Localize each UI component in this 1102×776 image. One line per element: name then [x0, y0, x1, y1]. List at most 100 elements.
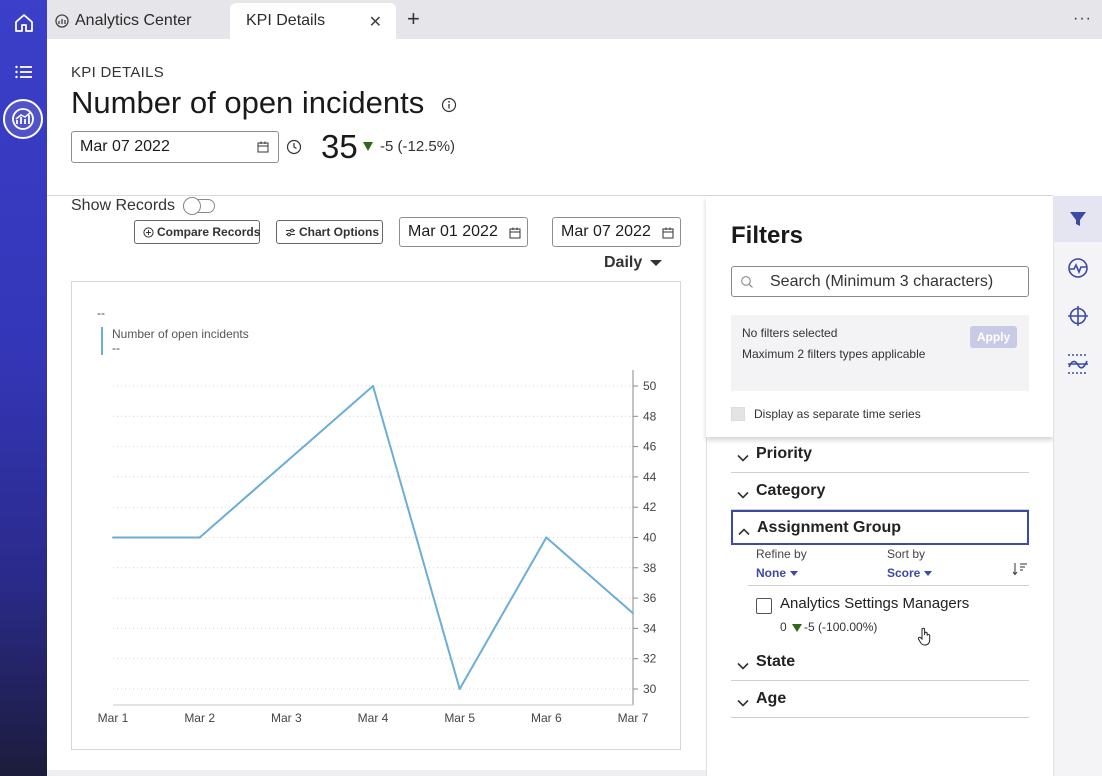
start-date-picker[interactable]: Mar 01 2022 — [399, 217, 528, 247]
filter-search[interactable] — [731, 266, 1029, 297]
calendar-icon — [257, 140, 269, 158]
start-date-value: Mar 01 2022 — [408, 223, 498, 240]
max-filters-text: Maximum 2 filters types applicable — [742, 347, 926, 361]
list-icon[interactable] — [8, 56, 39, 87]
sort-order-icon[interactable] — [1012, 562, 1028, 581]
filter-group-assignment-group[interactable]: Assignment Group — [731, 510, 1029, 545]
filter-group-state[interactable]: State — [731, 644, 1029, 681]
apply-button[interactable]: Apply — [970, 326, 1017, 348]
data-point — [285, 460, 288, 463]
home-icon[interactable] — [8, 7, 39, 38]
tab-label: Analytics Center — [75, 12, 192, 29]
legend-swatch — [101, 327, 103, 355]
clock-icon[interactable] — [286, 139, 302, 160]
search-icon — [740, 275, 754, 294]
y-tick-label: 46 — [643, 440, 657, 454]
separate-series-label: Display as separate time series — [754, 407, 921, 421]
tab-kpi-details[interactable]: KPI Details ✕ — [230, 3, 396, 39]
analytics-icon — [55, 14, 69, 28]
y-tick-label: 36 — [643, 591, 657, 605]
chart-options-button[interactable]: Chart Options — [276, 220, 383, 244]
no-filters-text: No filters selected — [742, 326, 838, 340]
page-eyebrow: KPI DETAILS — [71, 64, 165, 81]
scroll-track — [47, 770, 706, 776]
sort-by-value: Score — [887, 566, 921, 580]
filter-search-input[interactable] — [770, 272, 1020, 292]
end-date-picker[interactable]: Mar 07 2022 — [552, 217, 681, 247]
filter-icon[interactable] — [1053, 196, 1102, 242]
caret-down-icon — [924, 571, 933, 577]
caret-down-icon — [650, 259, 663, 266]
sort-by-label: Sort by — [887, 547, 926, 561]
x-tick-label: Mar 7 — [618, 711, 649, 725]
interval-dropdown[interactable]: Daily — [588, 254, 680, 282]
filter-group-label: Age — [756, 690, 787, 707]
option-delta: -5 (-100.00%) — [804, 620, 878, 634]
refine-by-dropdown[interactable]: None — [756, 566, 798, 580]
compare-records-button[interactable]: Compare Records — [134, 220, 260, 244]
y-tick-label: 44 — [643, 470, 657, 484]
filter-group-label: Assignment Group — [757, 519, 902, 536]
option-count: 0 — [780, 620, 787, 634]
x-tick-label: Mar 3 — [271, 711, 302, 725]
y-tick-label: 48 — [643, 409, 657, 423]
tab-analytics-center[interactable]: Analytics Center — [55, 3, 230, 39]
calendar-icon — [503, 226, 521, 244]
data-point — [545, 536, 548, 539]
filter-group-age[interactable]: Age — [731, 681, 1029, 718]
filter-group-priority[interactable]: Priority — [731, 436, 1029, 473]
tab-bar: Analytics Center KPI Details ✕ + ··· — [47, 0, 1102, 39]
data-point — [372, 385, 374, 387]
trend-down-icon — [792, 623, 803, 632]
target-icon[interactable] — [1053, 293, 1102, 339]
x-tick-label: Mar 6 — [531, 711, 562, 725]
chevron-down-icon — [737, 657, 749, 675]
data-point — [458, 688, 461, 690]
filter-group-label: Category — [756, 482, 826, 499]
legend-header: -- — [97, 306, 105, 320]
info-icon[interactable] — [441, 97, 457, 118]
data-point — [198, 536, 201, 539]
y-tick-label: 30 — [643, 682, 657, 696]
add-circle-icon — [143, 226, 154, 238]
strike-icon[interactable] — [1053, 341, 1102, 387]
chart-plot: 30 32 34 36 38 40 42 44 46 48 50 Mar 1 Mar 2 Mar 3 Mar… — [98, 370, 657, 725]
chevron-up-icon — [738, 523, 750, 541]
caret-down-icon — [790, 571, 798, 577]
y-tick-label: 42 — [643, 500, 657, 514]
more-menu-button[interactable]: ··· — [1073, 10, 1092, 27]
kpi-delta: -5 (-12.5%) — [380, 138, 456, 155]
y-tick-label: 34 — [643, 621, 657, 635]
kpi-date-value: Mar 07 2022 — [80, 138, 170, 155]
option-checkbox[interactable] — [756, 598, 772, 614]
page-title: Number of open incidents — [71, 85, 425, 120]
kpi-date-picker[interactable]: Mar 07 2022 — [71, 131, 279, 163]
divider — [748, 585, 1029, 586]
analytics-icon[interactable] — [3, 99, 43, 139]
y-tick-label: 32 — [643, 652, 657, 666]
option-stats: 0 -5 (-100.00%) — [780, 620, 877, 634]
hand-cursor-icon — [917, 627, 933, 652]
filter-group-label: State — [756, 653, 796, 670]
x-tick-label: Mar 2 — [184, 711, 215, 725]
legend-series-value: -- — [112, 341, 120, 355]
refine-by-value: None — [756, 566, 786, 580]
close-icon[interactable]: ✕ — [368, 14, 382, 31]
interval-value: Daily — [604, 254, 643, 271]
x-tick-label: Mar 5 — [444, 711, 475, 725]
compare-records-label: Compare Records — [157, 225, 261, 239]
filter-group-label: Priority — [756, 445, 813, 462]
chevron-down-icon — [737, 694, 749, 712]
section-divider — [47, 195, 1053, 196]
show-records-toggle[interactable] — [183, 197, 215, 215]
separate-series-checkbox[interactable] — [731, 407, 745, 421]
filter-group-category[interactable]: Category — [731, 473, 1029, 510]
data-point — [112, 536, 114, 539]
chevron-down-icon — [737, 449, 749, 467]
y-tick-label: 40 — [643, 531, 657, 545]
left-rail — [0, 0, 47, 776]
new-tab-button[interactable]: + — [407, 6, 420, 31]
pulse-icon[interactable] — [1053, 245, 1102, 291]
sort-by-dropdown[interactable]: Score — [887, 566, 933, 580]
legend-series-name: Number of open incidents — [112, 327, 249, 341]
